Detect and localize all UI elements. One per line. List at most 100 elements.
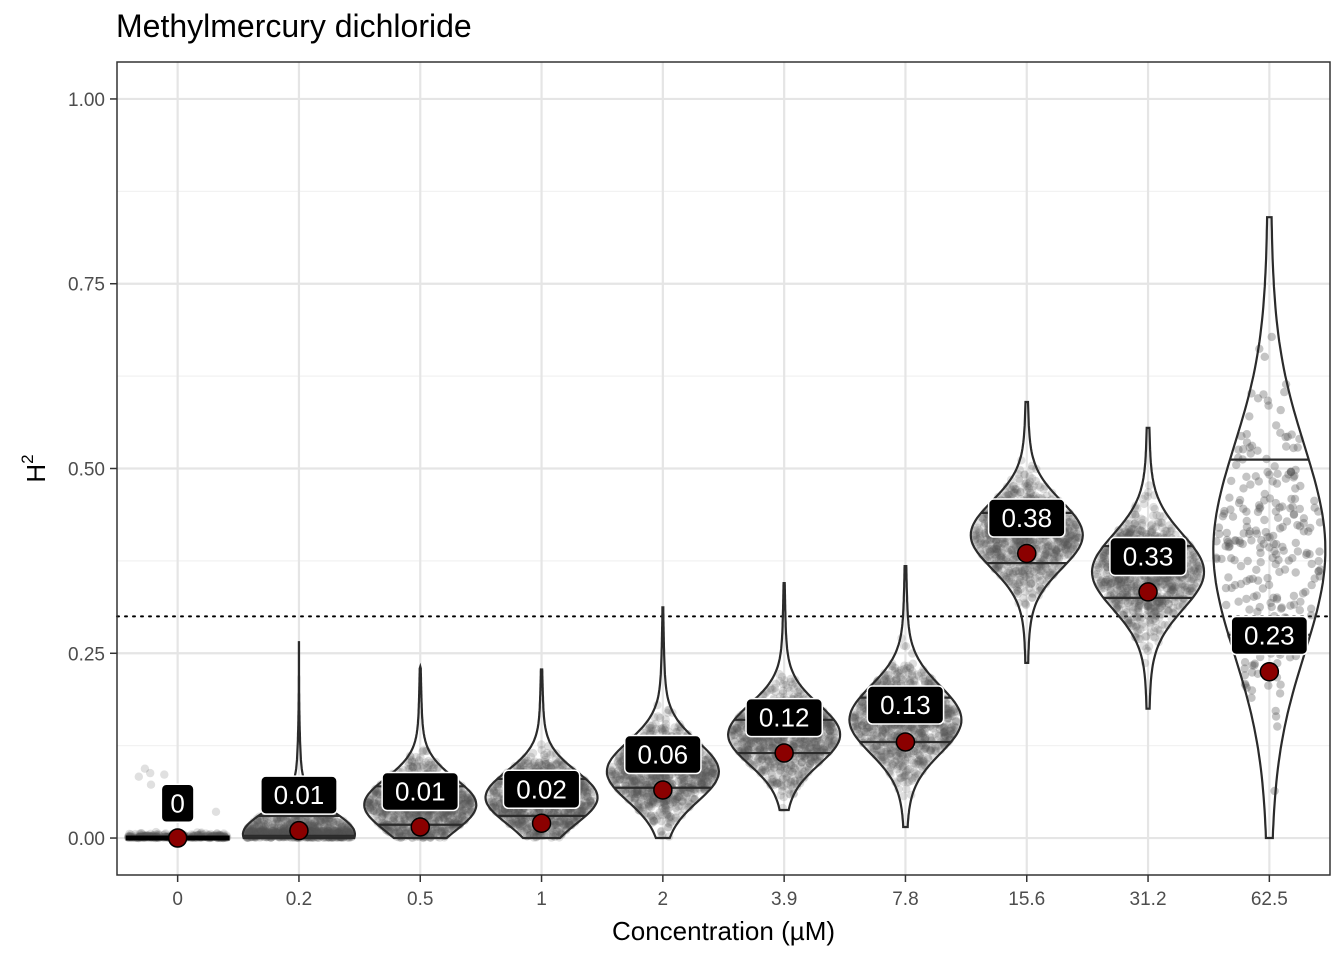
jitter-point [281, 823, 290, 832]
mean-point [289, 820, 309, 841]
jitter-point [337, 820, 346, 829]
jitter-point [342, 827, 351, 837]
jitter-point [320, 827, 329, 836]
value-label: 0.06 [638, 740, 689, 770]
jitter-point [310, 824, 320, 834]
jitter-point [211, 807, 221, 816]
jitter-point [334, 827, 344, 837]
jitter-point [250, 827, 260, 836]
jitter-point [643, 789, 652, 798]
jitter-point [328, 817, 338, 826]
jitter-point [332, 820, 342, 830]
jitter-point [262, 827, 272, 836]
jitter-point [257, 827, 266, 837]
jitter-point [249, 827, 259, 837]
jitter-point [310, 827, 319, 837]
jitter-point [270, 826, 279, 835]
jitter-point [317, 828, 326, 837]
jitter-point [136, 829, 146, 838]
jitter-point [340, 828, 349, 837]
jitter-point [342, 825, 352, 834]
jitter-point [245, 828, 254, 837]
jitter-point [335, 818, 345, 828]
jitter-point [279, 827, 288, 836]
jitter-point [391, 810, 400, 819]
value-label: 0.12 [759, 703, 810, 733]
jitter-point [784, 769, 793, 779]
jitter-point [313, 821, 323, 830]
jitter-point [283, 826, 292, 835]
jitter-point [745, 739, 754, 748]
jitter-point [312, 816, 321, 825]
jitter-point [411, 759, 420, 768]
jitter-point [307, 826, 316, 835]
jitter-point [400, 815, 409, 824]
jitter-point [340, 821, 350, 831]
jitter-point [257, 826, 266, 835]
jitter-point [278, 828, 287, 837]
jitter-point [761, 761, 770, 771]
jitter-point [259, 825, 268, 834]
jitter-point [151, 827, 161, 837]
jitter-point [326, 822, 335, 831]
jitter-point [274, 817, 283, 826]
jitter-point [333, 826, 342, 835]
jitter-point [331, 826, 340, 835]
jitter-point [307, 827, 316, 836]
jitter-point [325, 817, 334, 826]
jitter-point [260, 826, 270, 836]
jitter-point [271, 828, 280, 837]
jitter-point [337, 826, 347, 836]
jitter-point [213, 829, 222, 838]
jitter-point [260, 827, 269, 836]
jitter-point [754, 738, 763, 747]
jitter-point [339, 816, 348, 825]
jitter-point [309, 821, 318, 830]
jitter-point [268, 821, 277, 830]
mean-point [774, 743, 794, 763]
jitter-point [331, 817, 341, 826]
jitter-point [824, 729, 833, 738]
jitter-point [254, 828, 263, 837]
jitter-point [789, 684, 798, 693]
jitter-point [321, 817, 330, 826]
jitter-point [310, 825, 319, 834]
jitter-point [657, 816, 666, 826]
jitter-point [381, 816, 391, 825]
jitter-point [343, 827, 352, 837]
jitter-point [276, 820, 286, 829]
jitter-point [346, 827, 355, 837]
jitter-point [249, 820, 259, 830]
jitter-point [665, 812, 675, 821]
jitter-point [709, 764, 718, 773]
jitter-point [310, 825, 320, 835]
jitter-point [273, 827, 282, 837]
jitter-point [329, 818, 338, 828]
value-label: 0 [170, 788, 184, 818]
jitter-point [313, 822, 322, 831]
jitter-point [269, 822, 279, 832]
jitter-point [305, 818, 314, 828]
jitter-point [254, 820, 263, 829]
jitter-point [140, 764, 150, 773]
jitter-point [137, 829, 146, 838]
jitter-point [665, 819, 674, 829]
jitter-point [252, 822, 262, 831]
jitter-point [768, 685, 777, 694]
jitter-point [324, 828, 334, 837]
jitter-point [301, 815, 310, 824]
jitter-point [324, 816, 333, 825]
jitter-point [437, 827, 446, 836]
jitter-point [326, 824, 335, 834]
jitter-point [307, 827, 317, 836]
jitter-point [282, 816, 291, 825]
jitter-point [306, 821, 315, 830]
jitter-point [257, 827, 267, 837]
jitter-point [134, 772, 143, 781]
jitter-point [576, 807, 585, 816]
jitter-point [280, 826, 290, 836]
jitter-point [335, 826, 344, 835]
jitter-point [197, 828, 206, 837]
jitter-point [658, 803, 668, 813]
